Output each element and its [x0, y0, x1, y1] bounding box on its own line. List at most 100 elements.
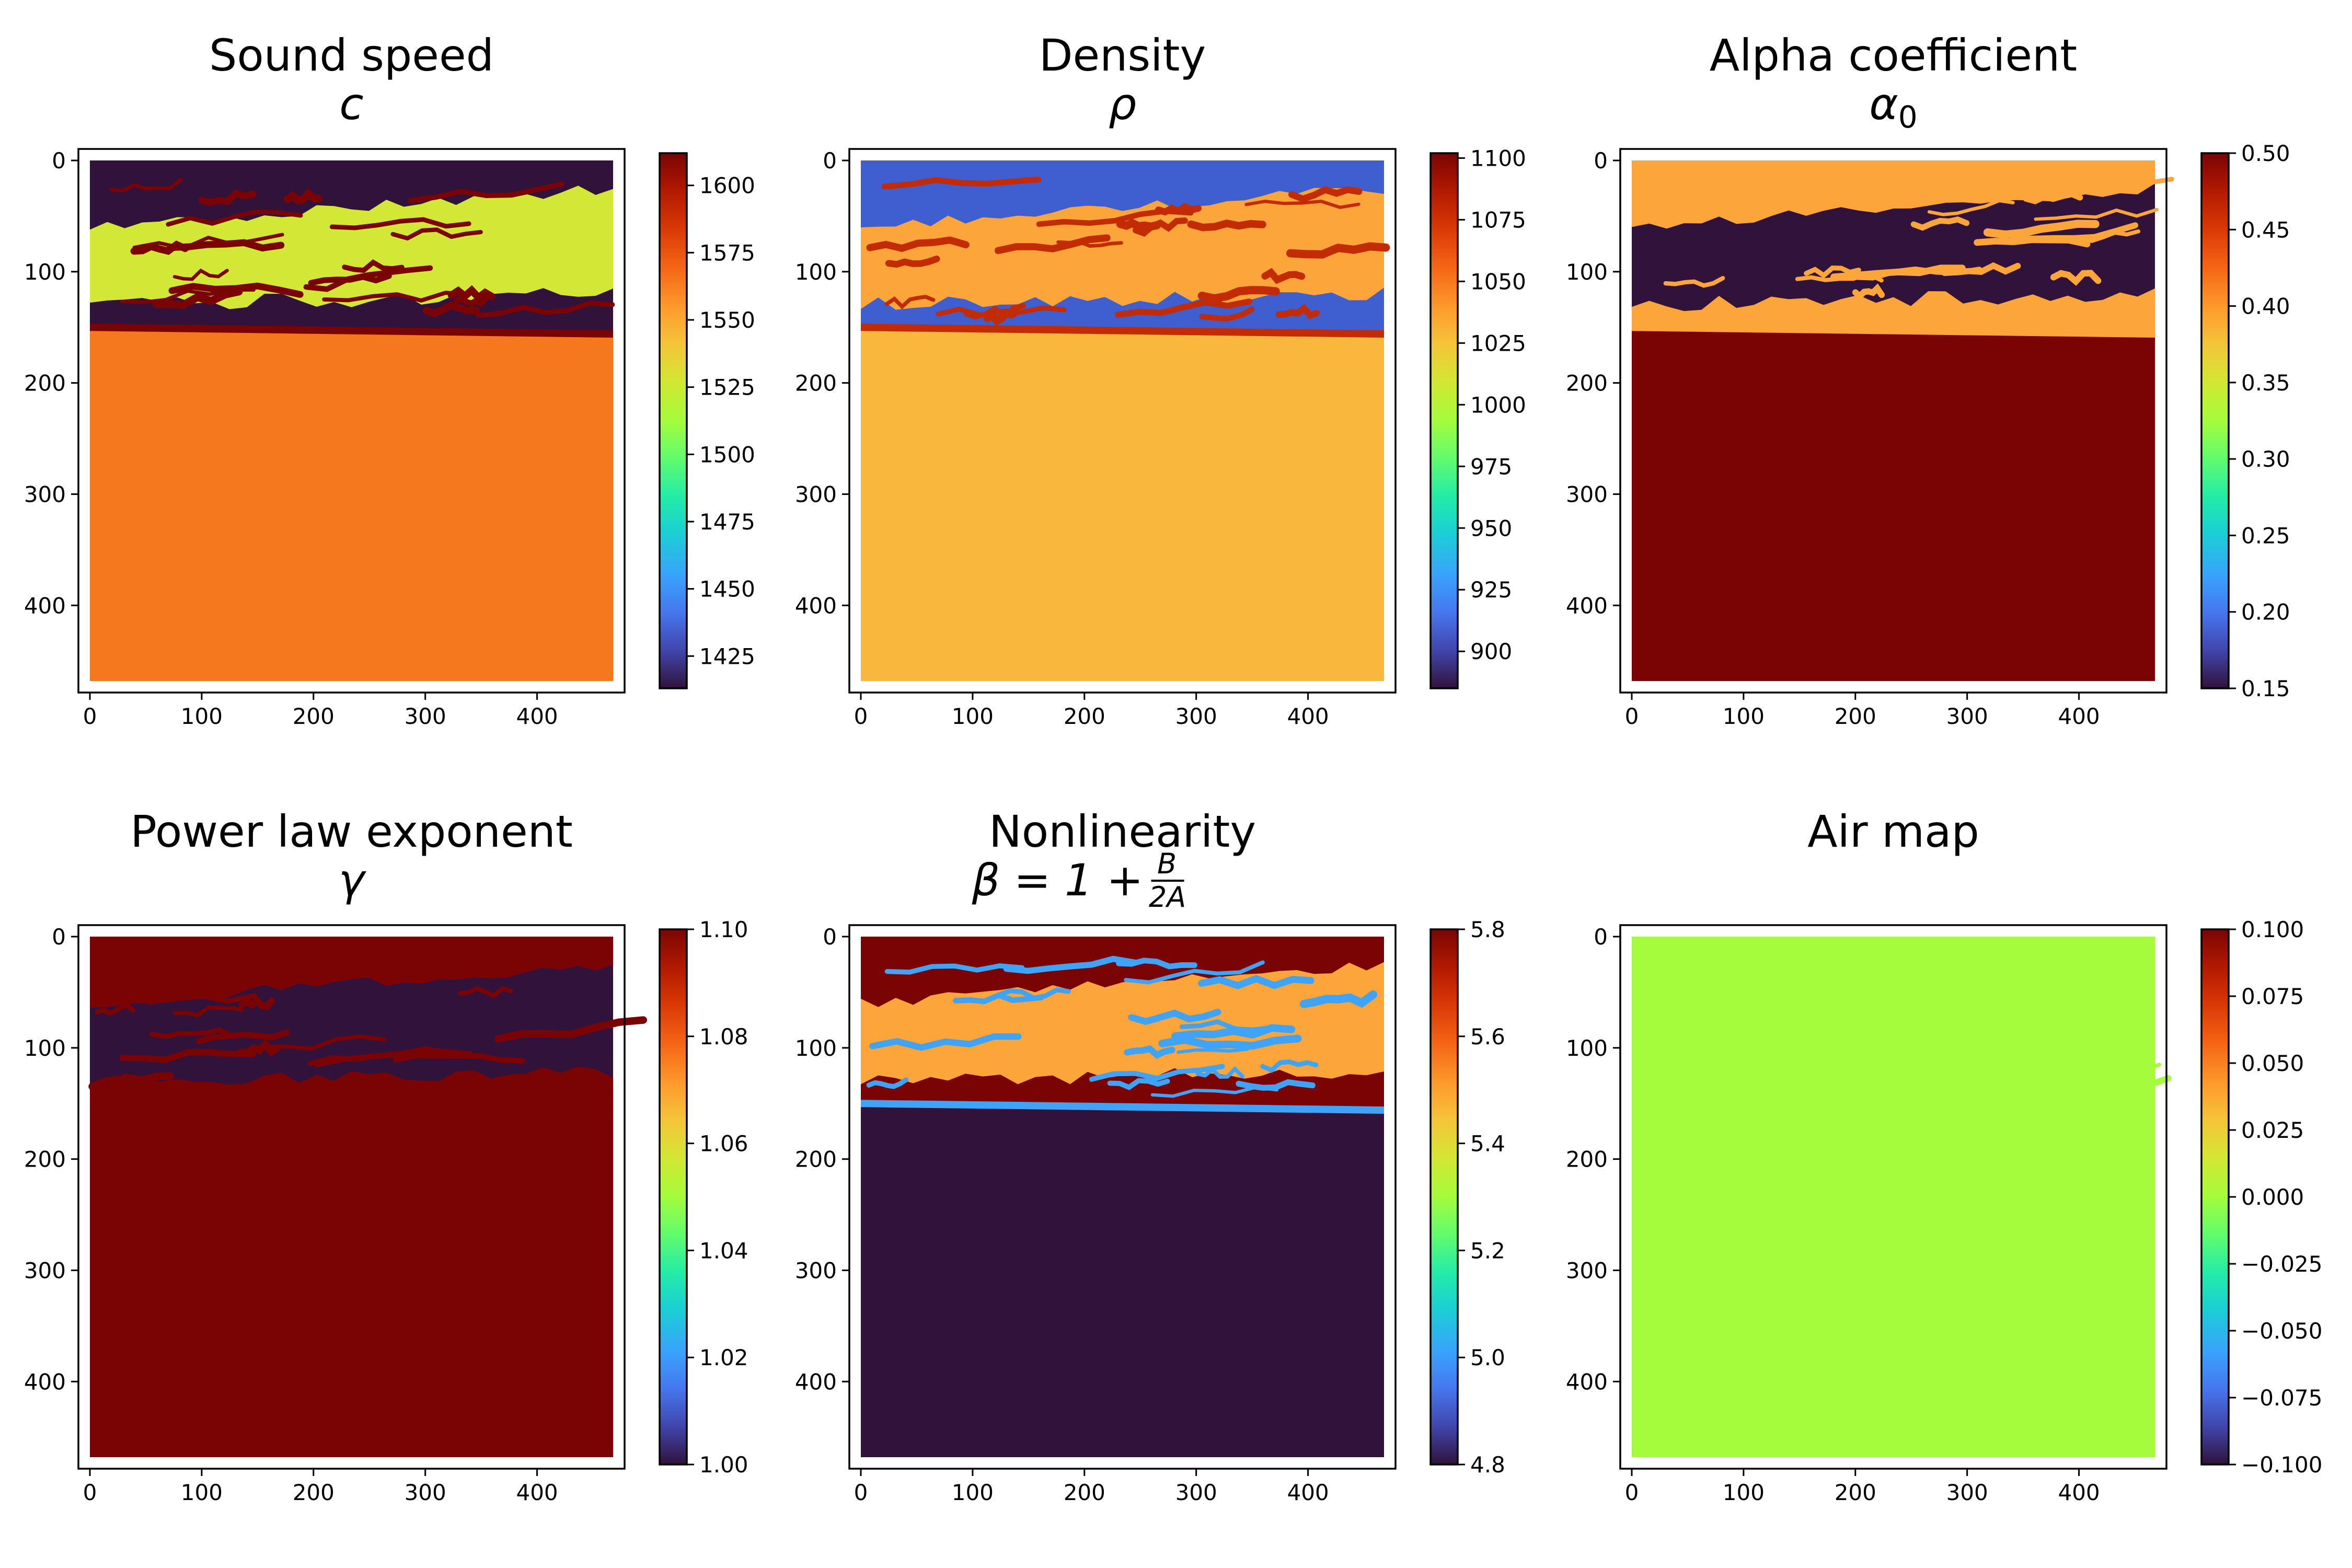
boundary-streak	[152, 287, 243, 309]
boundary-streak	[172, 1005, 244, 1018]
boundary-streak	[869, 1033, 1022, 1051]
boundary-streak	[1830, 264, 1966, 281]
boundary-streak	[130, 240, 189, 255]
colorbar-tick-label: −0.075	[2241, 1385, 2322, 1411]
y-tick-label: 0	[52, 148, 66, 174]
boundary-streak	[1775, 305, 1916, 319]
y-tick-label: 300	[1566, 481, 1608, 507]
boundary-streak	[453, 953, 529, 966]
x-tick-label: 200	[293, 1480, 335, 1505]
boundary-streak	[1114, 298, 1253, 318]
boundary-streak	[1852, 283, 1885, 301]
boundary-streak	[1179, 1019, 1292, 1032]
boundary-streak	[322, 291, 472, 303]
heatmap-image	[1631, 937, 2172, 1457]
axes-frame	[1619, 924, 2167, 1470]
axes-frame	[1619, 148, 2167, 694]
boundary-streak	[1863, 183, 1968, 204]
region-lesion	[861, 188, 1384, 310]
x-tick-label: 0	[1625, 1480, 1639, 1505]
colorbar-tick-label: 975	[1470, 454, 1512, 479]
colorbar-tick-label: 1000	[1470, 392, 1526, 418]
boundary-streak	[2011, 1088, 2097, 1101]
colorbar-tick-label: 1.00	[699, 1452, 748, 1478]
colorbar-tick-label: 0.025	[2241, 1117, 2304, 1143]
subtitle-denominator: 2A	[1149, 881, 1186, 914]
y-tick-label: 400	[795, 1369, 837, 1394]
x-tick-label: 300	[1175, 1480, 1217, 1505]
region-lesion	[861, 962, 1384, 1085]
colorbar-tick-label: 1075	[1470, 207, 1526, 233]
boundary-streak	[1286, 242, 1390, 259]
colorbar-tick-label: 1.10	[699, 917, 748, 942]
boundary-streak	[1701, 992, 1768, 1007]
colorbar-tick-label: 5.2	[1470, 1238, 1505, 1263]
x-tick-label: 300	[405, 704, 446, 729]
y-tick-label: 300	[1566, 1258, 1608, 1283]
y-tick-label: 0	[823, 148, 837, 174]
y-tick-label: 100	[24, 1035, 66, 1061]
y-tick-label: 200	[24, 371, 66, 396]
boundary-streak	[88, 1072, 174, 1090]
boundary-streak	[196, 1029, 290, 1044]
panel-title: Alpha coefficient	[1710, 30, 2077, 81]
region-lesion	[1632, 959, 2155, 1087]
y-tick-label: 0	[1594, 148, 1608, 174]
colorbar-tick-label: 5.6	[1470, 1024, 1505, 1050]
boundary-streak	[97, 993, 257, 1008]
colorbar-tick-label: 0.25	[2241, 523, 2290, 548]
boundary-streak	[2051, 177, 2174, 195]
x-tick-label: 300	[405, 1480, 446, 1505]
boundary-rim	[860, 1100, 1385, 1114]
boundary-streak	[494, 1016, 647, 1043]
y-tick-label: 100	[24, 259, 66, 285]
x-tick-label: 300	[1175, 704, 1217, 729]
boundary-streak	[1260, 1059, 1319, 1073]
boundary-streak	[129, 949, 276, 968]
boundary-streak	[1195, 1066, 1244, 1079]
colorbar-tick-label: 1.08	[699, 1024, 748, 1050]
colorbar-tick-label: 0.075	[2241, 984, 2304, 1009]
x-tick-label: 200	[1064, 1480, 1105, 1505]
boundary-streak	[1795, 271, 1884, 283]
colorbar-tick-label: −0.100	[2241, 1452, 2322, 1478]
boundary-streak	[983, 308, 1020, 326]
y-tick-label: 200	[1566, 371, 1608, 396]
colorbar-tick-label: 0.100	[2241, 917, 2304, 942]
boundary-streak	[1846, 979, 1970, 994]
colorbar-tick-label: 1550	[699, 307, 755, 333]
boundary-streak	[346, 972, 394, 981]
boundary-streak	[1650, 183, 1740, 199]
boundary-streak	[2010, 222, 2138, 242]
axes-frame	[77, 148, 626, 694]
boundary-streak	[866, 236, 970, 252]
y-tick-label: 300	[24, 481, 66, 507]
colorbar-tick-label: 0.45	[2241, 217, 2290, 243]
boundary-streak	[1275, 304, 1320, 319]
heatmap-image	[860, 160, 1390, 681]
boundary-streak	[2050, 270, 2102, 286]
y-tick-label: 200	[795, 371, 837, 396]
colorbar-tick-label: 1475	[699, 509, 755, 535]
boundary-streak	[1133, 217, 1188, 237]
boundary-streak	[1107, 1078, 1170, 1090]
boundary-streak	[1983, 220, 2100, 239]
colorbar-gradient	[660, 153, 687, 688]
colorbar-frame	[659, 152, 688, 689]
subtitle-numerator: B	[1157, 847, 1177, 880]
x-tick-label: 100	[952, 704, 994, 729]
colorbar-tick-label: 1525	[699, 375, 755, 400]
panel-title: Power law exponent	[130, 806, 573, 857]
boundary-streak	[1236, 1079, 1316, 1091]
panel-title: Air map	[1807, 806, 1979, 857]
colorbar: 4.8 5.0 5.2 5.4 5.6 5.8	[1429, 917, 1505, 1478]
boundary-streak	[2023, 190, 2083, 204]
colorbar-gradient	[1431, 153, 1458, 688]
x-tick-label: 200	[1835, 1480, 1876, 1505]
boundary-streak	[166, 210, 303, 227]
colorbar-gradient	[2201, 153, 2229, 688]
colorbar-tick-label: 0.000	[2241, 1184, 2304, 1210]
